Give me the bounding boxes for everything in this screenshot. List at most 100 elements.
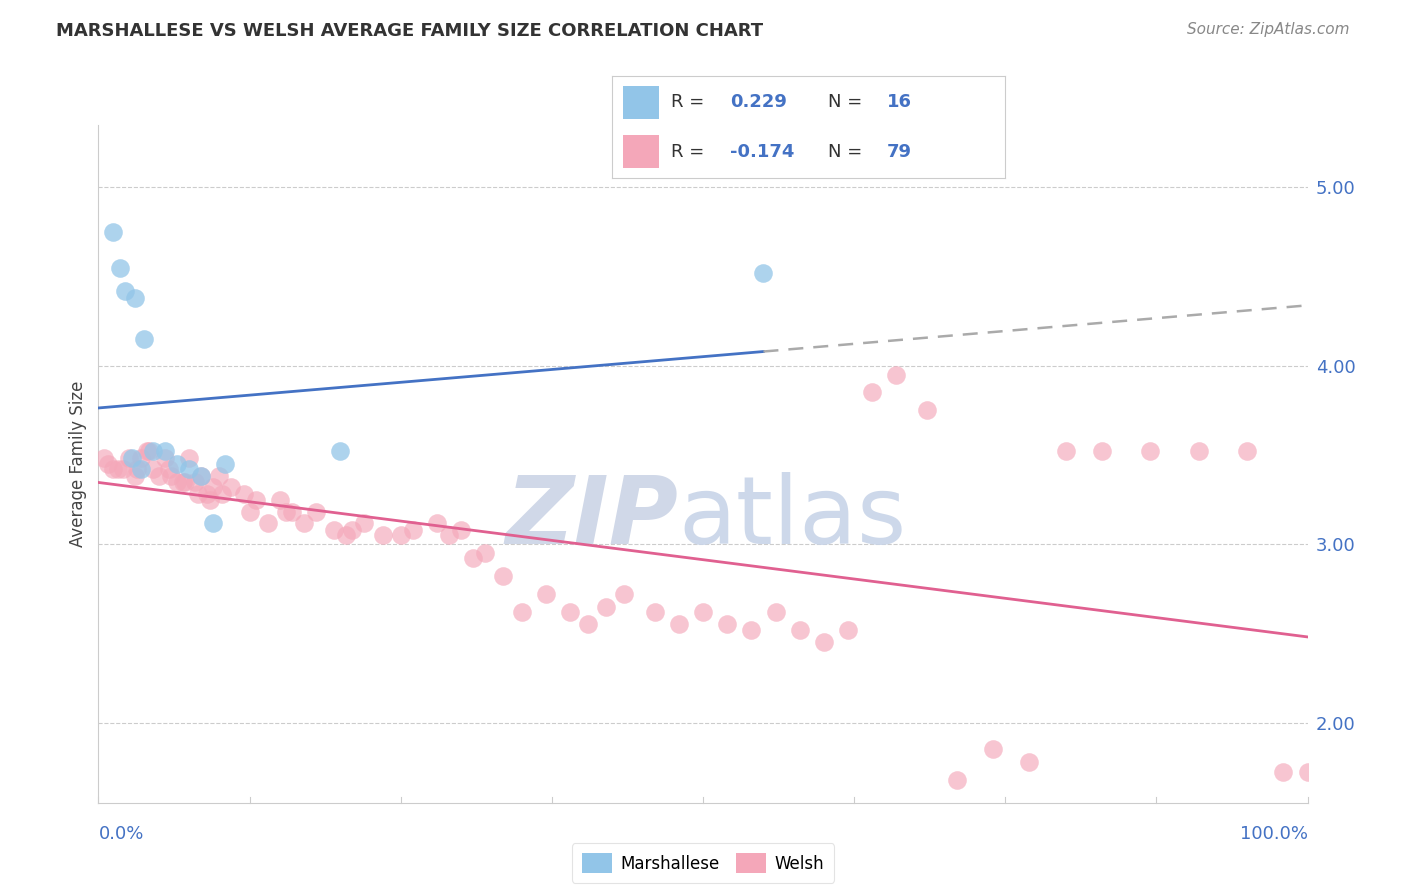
Text: 0.229: 0.229 (730, 94, 786, 112)
Text: Source: ZipAtlas.com: Source: ZipAtlas.com (1187, 22, 1350, 37)
Point (860, 385, 883, 400)
Point (492, 569, 515, 583)
Point (124, 291, 146, 305)
Point (232, 487, 254, 501)
Point (202, 480, 225, 494)
Point (474, 546, 496, 560)
Point (172, 475, 194, 489)
Text: -0.174: -0.174 (730, 143, 794, 161)
Point (127, 462, 149, 476)
Point (245, 492, 267, 507)
Legend: Marshallese, Welsh: Marshallese, Welsh (572, 843, 834, 882)
Point (142, 462, 165, 476)
Point (1236, 444, 1258, 458)
Bar (623, 136, 659, 168)
Point (107, 462, 129, 476)
Point (184, 475, 207, 489)
Point (174, 475, 197, 489)
Point (221, 480, 243, 494)
Text: 0.0%: 0.0% (98, 825, 143, 843)
Point (534, 587, 557, 601)
Point (752, 266, 775, 280)
Point (153, 444, 176, 458)
Point (981, 742, 1004, 756)
Point (915, 403, 938, 417)
Point (576, 617, 599, 632)
Point (463, 551, 485, 566)
Point (426, 516, 449, 530)
Point (129, 451, 152, 466)
Point (323, 523, 346, 537)
Point (946, 772, 969, 787)
Point (644, 605, 666, 619)
Point (281, 505, 304, 519)
Y-axis label: Average Family Size: Average Family Size (69, 381, 87, 547)
Point (510, 605, 533, 619)
Point (121, 451, 143, 466)
Point (789, 623, 811, 637)
Text: 79: 79 (887, 143, 912, 161)
Point (190, 469, 212, 483)
Point (740, 623, 762, 637)
Point (101, 225, 124, 239)
Point (305, 505, 328, 519)
Point (558, 605, 581, 619)
Point (124, 469, 146, 483)
Point (202, 516, 225, 530)
Point (135, 444, 157, 458)
Point (142, 444, 165, 458)
Point (1054, 444, 1077, 458)
Point (118, 451, 141, 466)
Point (371, 528, 394, 542)
Point (198, 492, 221, 507)
Point (595, 599, 617, 614)
Point (190, 469, 212, 483)
Point (214, 457, 236, 471)
Point (157, 462, 180, 476)
Text: 100.0%: 100.0% (1240, 825, 1308, 843)
Point (335, 528, 357, 542)
Point (179, 462, 201, 476)
Text: N =: N = (828, 143, 868, 161)
Point (114, 284, 136, 298)
Point (353, 516, 375, 530)
Point (1188, 444, 1211, 458)
Text: N =: N = (828, 94, 868, 112)
Point (692, 605, 714, 619)
Point (765, 605, 787, 619)
Point (613, 587, 636, 601)
Point (166, 475, 188, 489)
Point (1139, 444, 1161, 458)
Point (716, 617, 738, 632)
Point (837, 623, 859, 637)
Point (437, 528, 460, 542)
Point (256, 516, 278, 530)
Text: atlas: atlas (679, 472, 907, 564)
Point (108, 260, 131, 275)
Point (111, 462, 134, 476)
Point (1091, 444, 1114, 458)
Point (166, 457, 188, 471)
Point (97, 457, 120, 471)
Point (329, 444, 352, 458)
Point (101, 462, 124, 476)
Point (342, 523, 364, 537)
Point (269, 492, 291, 507)
Point (93, 451, 115, 466)
Bar (623, 87, 659, 119)
Point (179, 451, 201, 466)
Point (134, 332, 156, 346)
Text: R =: R = (671, 94, 710, 112)
Point (129, 462, 152, 476)
Point (292, 516, 315, 530)
Point (813, 635, 835, 649)
Point (389, 528, 412, 542)
Point (450, 523, 472, 537)
Point (211, 487, 233, 501)
Point (195, 487, 218, 501)
Text: MARSHALLESE VS WELSH AVERAGE FAMILY SIZE CORRELATION CHART: MARSHALLESE VS WELSH AVERAGE FAMILY SIZE… (56, 22, 763, 40)
Point (187, 487, 209, 501)
Point (208, 469, 231, 483)
Point (1018, 755, 1040, 769)
Point (668, 617, 690, 632)
